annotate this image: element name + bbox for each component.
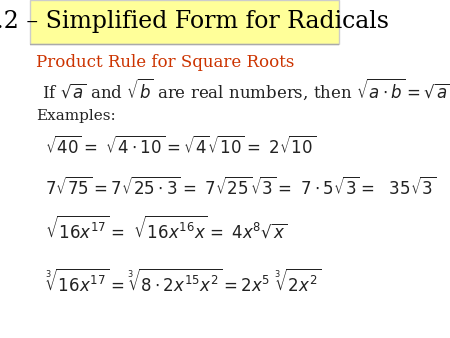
FancyBboxPatch shape xyxy=(30,0,339,44)
Text: $\sqrt{16x^{17}} = \ \sqrt{16x^{16}x} = \ 4x^8\sqrt{x}$: $\sqrt{16x^{17}} = \ \sqrt{16x^{16}x} = … xyxy=(45,215,288,241)
Text: If $\sqrt{a}$ and $\sqrt{b}$ are real numbers, then $\sqrt{a \cdot b} = \sqrt{a}: If $\sqrt{a}$ and $\sqrt{b}$ are real nu… xyxy=(42,77,450,102)
Text: 6.2 – Simplified Form for Radicals: 6.2 – Simplified Form for Radicals xyxy=(0,10,388,33)
Text: Product Rule for Square Roots: Product Rule for Square Roots xyxy=(36,54,294,71)
Text: $\sqrt{40} = \ \sqrt{4 \cdot 10} = \sqrt{4}\sqrt{10} = \ 2\sqrt{10}$: $\sqrt{40} = \ \sqrt{4 \cdot 10} = \sqrt… xyxy=(45,136,316,158)
Text: $\sqrt[3]{16x^{17}} = \sqrt[3]{8 \cdot 2x^{15}x^2} = 2x^5 \ \sqrt[3]{2x^2}$: $\sqrt[3]{16x^{17}} = \sqrt[3]{8 \cdot 2… xyxy=(45,269,321,296)
Text: $7\sqrt{75} = 7\sqrt{25 \cdot 3} = \ 7\sqrt{25}\sqrt{3} = \ 7 \cdot 5\sqrt{3} = : $7\sqrt{75} = 7\sqrt{25 \cdot 3} = \ 7\s… xyxy=(45,176,436,199)
Text: Examples:: Examples: xyxy=(36,108,116,123)
